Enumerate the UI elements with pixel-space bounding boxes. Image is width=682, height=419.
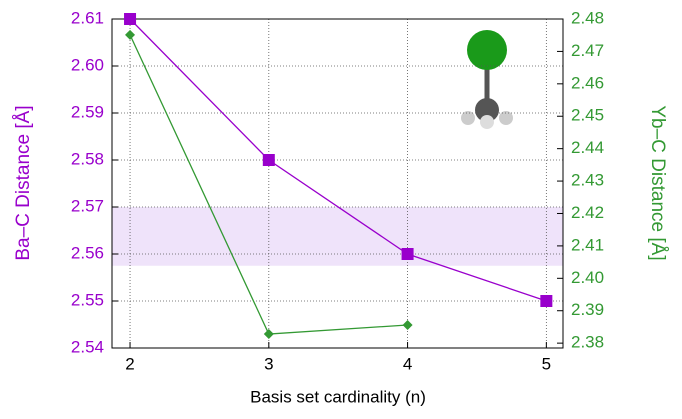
y-tick-label: 2.57 (71, 196, 104, 215)
marker (264, 329, 274, 339)
y2-axis-label: Yb–C Distance [Å] (647, 105, 668, 260)
y2-tick-label: 2.44 (571, 138, 604, 157)
y2-tick-label: 2.48 (571, 8, 604, 27)
marker (124, 13, 136, 25)
y-tick-label: 2.59 (71, 102, 104, 121)
y-tick-label: 2.54 (71, 337, 104, 356)
marker (403, 320, 413, 330)
x-tick-label: 2 (125, 354, 134, 373)
plot-frame (112, 19, 563, 348)
y-tick-label: 2.60 (71, 55, 104, 74)
y2-tick-label: 2.46 (571, 73, 604, 92)
y2-tick-label: 2.41 (571, 235, 604, 254)
x-tick-label: 4 (403, 354, 412, 373)
marker (540, 295, 552, 307)
x-tick-label: 5 (542, 354, 551, 373)
marker (125, 30, 135, 40)
y-tick-label: 2.56 (71, 243, 104, 262)
y-tick-label: 2.58 (71, 149, 104, 168)
y-tick-label: 2.61 (71, 8, 104, 27)
molecule-icon (461, 30, 513, 129)
marker (402, 248, 414, 260)
x-tick-label: 3 (264, 354, 273, 373)
y2-tick-label: 2.42 (571, 203, 604, 222)
marker (263, 154, 275, 166)
chart: Basis set cardinality (n) Ba–C Distance … (0, 0, 682, 414)
y2-tick-label: 2.39 (571, 300, 604, 319)
reference-band (112, 207, 563, 266)
y2-tick-label: 2.47 (571, 41, 604, 60)
y2-tick-label: 2.40 (571, 268, 604, 287)
y2-tick-label: 2.38 (571, 333, 604, 352)
y-axis-label: Ba–C Distance [Å] (13, 105, 34, 260)
y2-tick-label: 2.45 (571, 106, 604, 125)
y-tick-label: 2.55 (71, 290, 104, 309)
y2-tick-label: 2.43 (571, 171, 604, 190)
x-axis-label: Basis set cardinality (n) (250, 387, 426, 406)
